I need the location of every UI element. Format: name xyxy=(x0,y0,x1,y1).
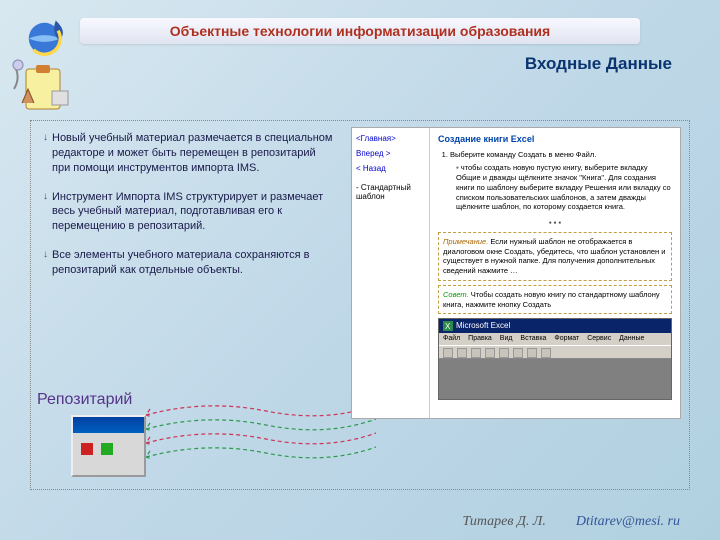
page-subtitle: Входные Данные xyxy=(525,54,672,74)
excel-menubar: Файл Правка Вид Вставка Формат Сервис Да… xyxy=(439,333,671,345)
repo-object-red-icon xyxy=(81,443,93,455)
help-step: Выберите команду Создать в меню Файл. xyxy=(450,150,672,160)
nav-template-item[interactable]: - Стандартный шаблон xyxy=(356,183,425,201)
excel-menu-item[interactable]: Сервис xyxy=(587,335,611,342)
tip-text: Чтобы создать новую книгу по стандартном… xyxy=(443,290,660,309)
arrow-icon: ↓ xyxy=(43,131,48,176)
toolbar-button-icon[interactable] xyxy=(527,348,537,358)
bullet-item: ↓Все элементы учебного материала сохраня… xyxy=(43,248,333,278)
toolbar-button-icon[interactable] xyxy=(513,348,523,358)
bullet-item: ↓Новый учебный материал размечается в сп… xyxy=(43,131,333,176)
help-content: Создание книги Excel Выберите команду Со… xyxy=(430,128,680,406)
excel-menu-item[interactable]: Вид xyxy=(500,335,513,342)
excel-menu-item[interactable]: Данные xyxy=(619,335,644,342)
help-nav-sidebar: <Главная> Вперед > < Назад - Стандартный… xyxy=(352,128,430,418)
footer: Титарев Д. Л. Dtitarev@mesi. ru xyxy=(462,514,680,530)
help-title: Создание книги Excel xyxy=(438,134,672,146)
tip-label: Совет. xyxy=(443,290,469,299)
excel-title-text: Microsoft Excel xyxy=(456,321,510,331)
ellipsis-icon: ▪ ▪ ▪ xyxy=(438,218,672,228)
toolbar-button-icon[interactable] xyxy=(499,348,509,358)
excel-workspace xyxy=(439,359,671,399)
repo-object-green-icon xyxy=(101,443,113,455)
excel-titlebar: X Microsoft Excel xyxy=(439,319,671,333)
toolbar-button-icon[interactable] xyxy=(485,348,495,358)
nav-forward-link[interactable]: Вперед > xyxy=(356,149,425,158)
toolbar-button-icon[interactable] xyxy=(471,348,481,358)
svg-text:X: X xyxy=(445,322,451,331)
main-content-frame: ↓Новый учебный материал размечается в сп… xyxy=(30,120,690,490)
author-name: Титарев Д. Л. xyxy=(462,514,545,530)
bullet-list: ↓Новый учебный материал размечается в сп… xyxy=(43,131,333,278)
tip-box: Совет. Чтобы создать новую книгу по стан… xyxy=(438,285,672,315)
toolbar-button-icon[interactable] xyxy=(541,348,551,358)
nav-back-link[interactable]: < Назад xyxy=(356,164,425,173)
header-title: Объектные технологии информатизации обра… xyxy=(170,23,550,39)
repository-window xyxy=(71,415,146,477)
excel-menu-item[interactable]: Вставка xyxy=(520,335,546,342)
clipboard-art-icon xyxy=(12,55,72,115)
excel-menu-item[interactable]: Файл xyxy=(443,335,460,342)
bullet-item: ↓Инструмент Импорта IMS структурирует и … xyxy=(43,190,333,235)
bullet-text: Новый учебный материал размечается в спе… xyxy=(52,131,333,176)
arrow-icon: ↓ xyxy=(43,190,48,235)
header-bar: Объектные технологии информатизации обра… xyxy=(80,18,640,44)
nav-home-link[interactable]: <Главная> xyxy=(356,134,425,143)
connector-arrow-icon xyxy=(146,403,376,423)
note-box: Примечание. Если нужный шаблон не отобра… xyxy=(438,232,672,281)
help-substep: чтобы создать новую пустую книгу, выбери… xyxy=(456,163,672,212)
repo-titlebar xyxy=(73,417,144,433)
arrow-icon: ↓ xyxy=(43,248,48,278)
repository-label: Репозитарий xyxy=(37,391,132,409)
bullet-text: Инструмент Импорта IMS структурирует и р… xyxy=(52,190,333,235)
help-browser-panel: <Главная> Вперед > < Назад - Стандартный… xyxy=(351,127,681,419)
note-label: Примечание. xyxy=(443,237,488,246)
excel-screenshot: X Microsoft Excel Файл Правка Вид Вставк… xyxy=(438,318,672,400)
excel-app-icon: X xyxy=(443,321,453,331)
excel-toolbar xyxy=(439,345,671,359)
excel-menu-item[interactable]: Формат xyxy=(554,335,579,342)
bullet-text: Все элементы учебного материала сохраняю… xyxy=(52,248,333,278)
toolbar-button-icon[interactable] xyxy=(443,348,453,358)
excel-menu-item[interactable]: Правка xyxy=(468,335,492,342)
toolbar-button-icon[interactable] xyxy=(457,348,467,358)
author-email: Dtitarev@mesi. ru xyxy=(576,514,680,530)
